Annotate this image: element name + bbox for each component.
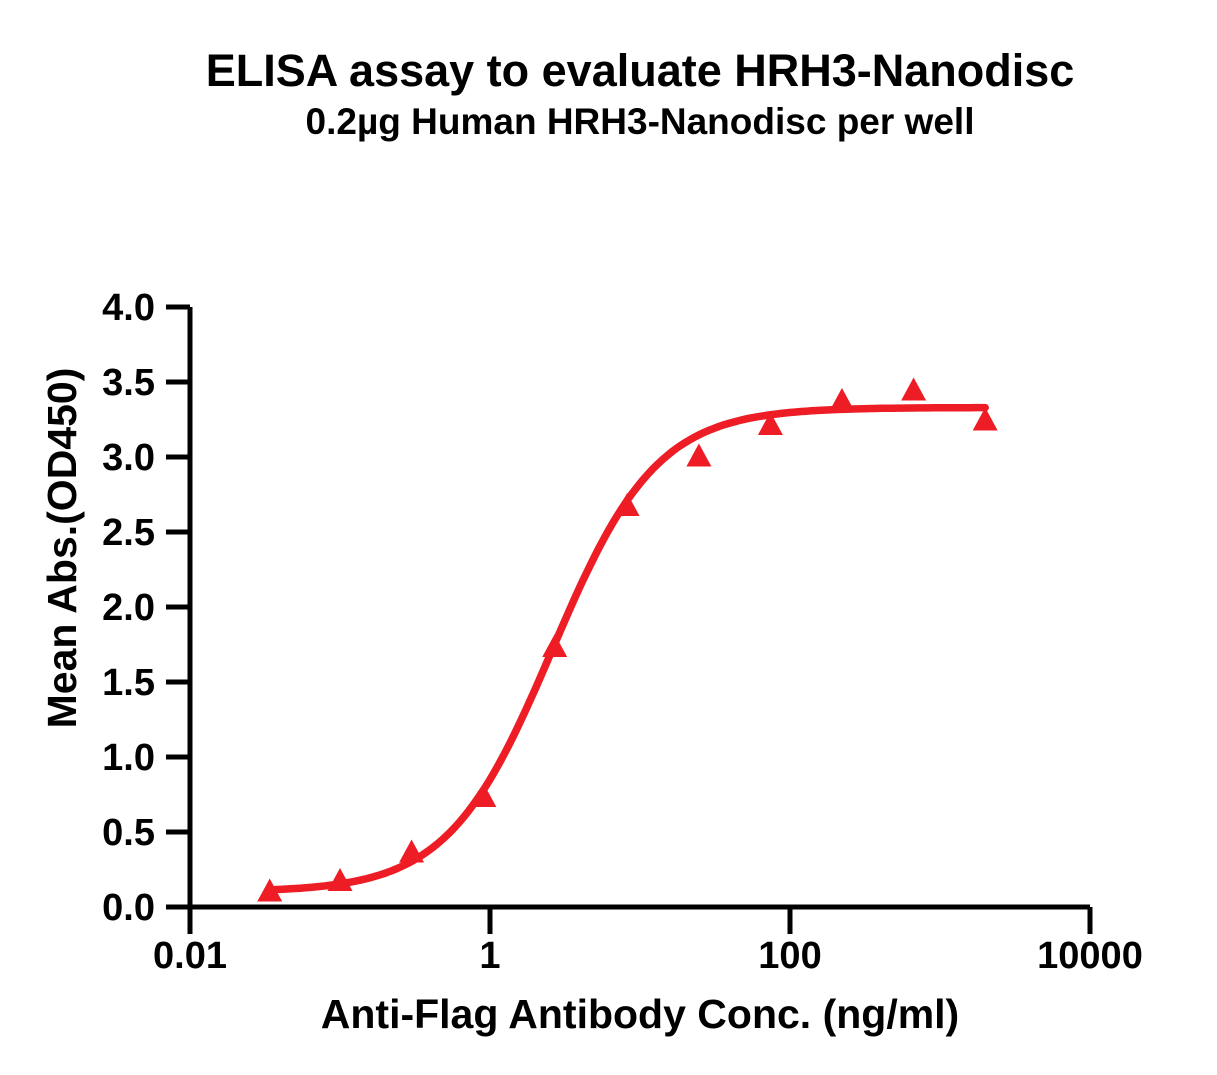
data-point-marker: [327, 868, 353, 891]
x-tick-label: 0.01: [153, 935, 227, 977]
data-point-marker: [972, 407, 998, 431]
data-point-marker: [614, 493, 640, 516]
x-axis-label: Anti-Flag Antibody Conc. (ng/ml): [321, 991, 959, 1037]
data-point-marker: [257, 878, 283, 902]
data-point-marker: [757, 412, 783, 435]
y-axis-label: Mean Abs.(OD450): [39, 368, 85, 729]
data-point-marker: [829, 388, 855, 411]
y-tick-label: 2.0: [102, 587, 155, 629]
x-tick-label: 10000: [1037, 935, 1143, 977]
y-tick-label: 3.0: [102, 437, 155, 479]
y-tick-label: 3.5: [102, 362, 155, 404]
x-tick-label: 100: [758, 935, 821, 977]
data-point-marker: [901, 377, 927, 401]
fit-curve: [265, 403, 989, 894]
chart-subtitle: 0.2µg Human HRH3-Nanodisc per well: [306, 101, 975, 142]
y-tick-label: 1.0: [102, 737, 155, 779]
y-tick-label: 4.0: [102, 287, 155, 329]
fit-curve-group: [265, 403, 989, 894]
y-tick-label: 0.5: [102, 812, 155, 854]
x-tick-label: 1: [479, 935, 500, 977]
y-tick-label: 2.5: [102, 512, 155, 554]
axes: 0.0 0.5 1.0 1.5 2.0 2.5 3.0 3.5 4.0 0.01 1 100 10000: [102, 287, 1143, 977]
y-tick-label: 1.5: [102, 662, 155, 704]
data-point-marker: [686, 443, 712, 467]
data-points-group: [257, 377, 998, 902]
y-tick-label: 0.0: [102, 887, 155, 929]
data-point-marker: [399, 839, 425, 863]
data-point-marker: [471, 784, 497, 807]
data-point-marker: [542, 634, 568, 657]
chart-title: ELISA assay to evaluate HRH3-Nanodisc: [206, 45, 1075, 96]
